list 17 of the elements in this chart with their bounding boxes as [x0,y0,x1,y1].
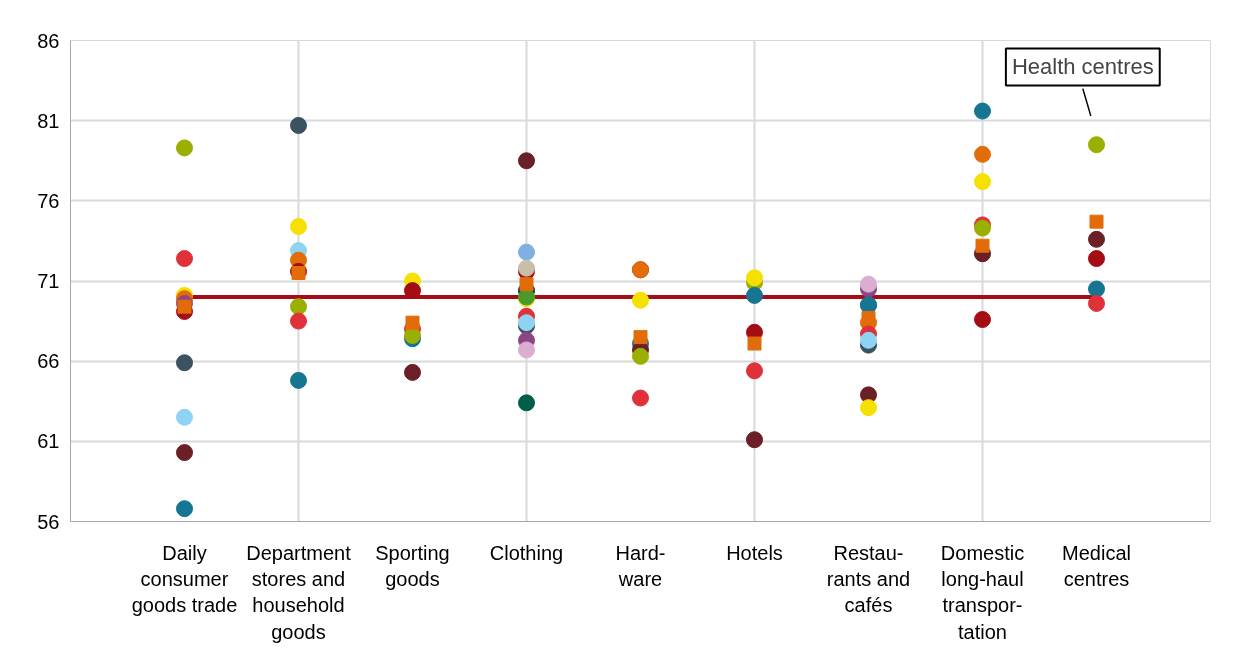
x-tick-label: Department stores and household goods [246,541,352,643]
x-tick-label: Hotels [726,541,783,564]
y-tick-label: 76 [37,189,60,212]
y-tick-label: 56 [37,510,60,533]
x-tick-label: Hard- ware [615,541,666,590]
x-tick-label: Restau- rants and cafés [826,541,911,617]
annotation: Health centres [1011,54,1154,80]
y-tick-label: 71 [37,270,60,292]
y-tick-label: 61 [37,430,60,453]
x-tick-label: Domestic long-haul transpor- tation [940,541,1025,643]
x-tick-label: Sporting goods [375,541,450,590]
x-tick-label: Daily consumer goods trade [131,541,238,617]
x-tick-label: Clothing [489,541,564,564]
x-tick-label: Medical centres [1062,541,1131,590]
y-tick-label: 81 [37,109,60,132]
y-tick-label: 66 [37,350,60,373]
y-tick-label: 86 [37,29,60,52]
